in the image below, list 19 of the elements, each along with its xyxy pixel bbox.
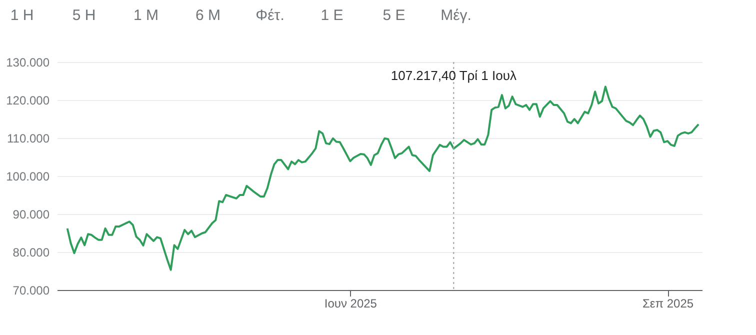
- y-tick-label: 70.000: [12, 284, 50, 298]
- y-tick-label: 130.000: [6, 56, 50, 70]
- text: 5 Η: [72, 7, 96, 24]
- x-tick-label: Ιουν 2025: [324, 296, 378, 310]
- text: 1 Η: [10, 7, 34, 24]
- y-tick-label: 90.000: [12, 208, 50, 222]
- y-tick-label: 100.000: [6, 170, 50, 184]
- text: Μέγ.: [440, 7, 472, 24]
- ref-line-label: 107.217,40 Τρί 1 Ιουλ: [390, 68, 517, 83]
- y-tick-label: 110.000: [7, 132, 50, 146]
- y-tick-label: 80.000: [12, 246, 50, 260]
- text: Φέτ.: [256, 7, 284, 24]
- line-series: [66, 86, 700, 271]
- text: 1 Μ: [133, 7, 159, 24]
- text: 1 Ε: [320, 7, 344, 24]
- y-tick-label: 120.000: [6, 94, 50, 108]
- text: 5 Ε: [382, 7, 406, 24]
- text: 6 Μ: [195, 7, 221, 24]
- x-tick-label: Σεπ 2025: [642, 296, 694, 310]
